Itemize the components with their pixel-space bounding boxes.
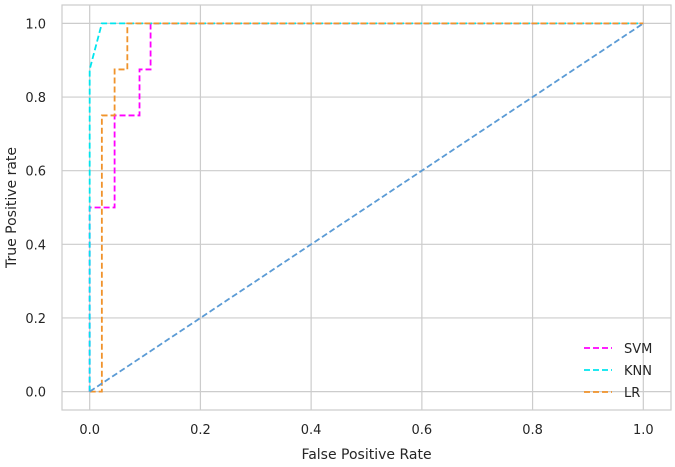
x-tick-label: 1.0: [633, 423, 654, 438]
x-tick-label: 0.4: [301, 423, 322, 438]
x-tick-labels: 0.0 0.2 0.4 0.6 0.8 1.0: [79, 423, 653, 438]
x-axis-title: False Positive Rate: [301, 447, 431, 463]
y-tick-label: 0.0: [25, 386, 46, 401]
y-tick-label: 0.2: [25, 312, 46, 327]
legend: SVM KNN LR: [584, 342, 652, 401]
x-tick-label: 0.0: [79, 423, 100, 438]
y-tick-label: 0.4: [25, 238, 46, 253]
legend-label-svm: SVM: [624, 342, 652, 357]
x-tick-label: 0.8: [522, 423, 543, 438]
y-axis-title: True Positive rate: [4, 147, 20, 269]
legend-label-knn: KNN: [624, 364, 652, 379]
y-tick-label: 0.8: [25, 91, 46, 106]
legend-label-lr: LR: [624, 386, 640, 401]
x-tick-label: 0.6: [412, 423, 433, 438]
y-tick-label: 1.0: [25, 17, 46, 32]
series-line-svm: [88, 22, 644, 392]
series-lines: [88, 22, 644, 393]
series-line-diagonal: [89, 22, 644, 393]
x-tick-label: 0.2: [190, 423, 211, 438]
plot-frame: [61, 4, 672, 411]
y-tick-label: 0.6: [25, 165, 46, 180]
plot-border: [61, 4, 672, 411]
series-line-lr: [89, 22, 644, 393]
y-tick-labels: 0.0 0.2 0.4 0.6 0.8 1.0: [25, 17, 46, 400]
